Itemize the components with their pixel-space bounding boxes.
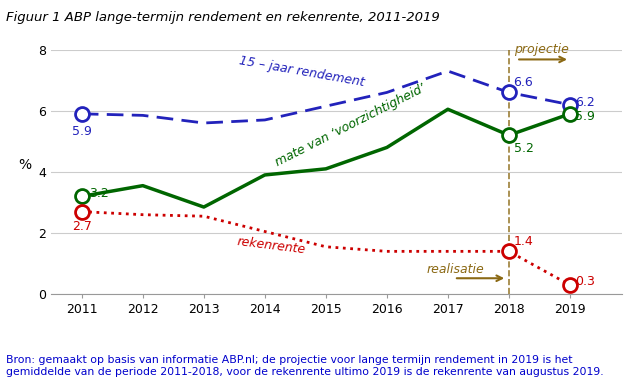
Text: 5.9: 5.9 [575, 110, 595, 123]
Text: realisatie: realisatie [426, 264, 484, 277]
Text: 15 – jaar rendement: 15 – jaar rendement [238, 54, 365, 89]
Text: 6.6: 6.6 [513, 76, 533, 89]
Text: 3.2: 3.2 [89, 188, 109, 201]
Text: 2.7: 2.7 [72, 220, 92, 233]
Text: rekenrente: rekenrente [236, 235, 306, 257]
Text: mate van ‘voorzichtigheid’: mate van ‘voorzichtigheid’ [273, 81, 428, 169]
Text: 1.4: 1.4 [514, 235, 533, 248]
Text: 5.9: 5.9 [72, 125, 92, 138]
Y-axis label: %: % [18, 158, 31, 172]
Text: Figuur 1 ABP lange-termijn rendement en rekenrente, 2011-2019: Figuur 1 ABP lange-termijn rendement en … [6, 11, 440, 24]
Text: 6.2: 6.2 [575, 96, 595, 109]
Text: 0.3: 0.3 [575, 275, 595, 288]
Text: Bron: gemaakt op basis van informatie ABP.nl; de projectie voor lange termijn re: Bron: gemaakt op basis van informatie AB… [6, 355, 604, 377]
Text: projectie: projectie [514, 44, 569, 57]
Text: 5.2: 5.2 [514, 142, 534, 155]
